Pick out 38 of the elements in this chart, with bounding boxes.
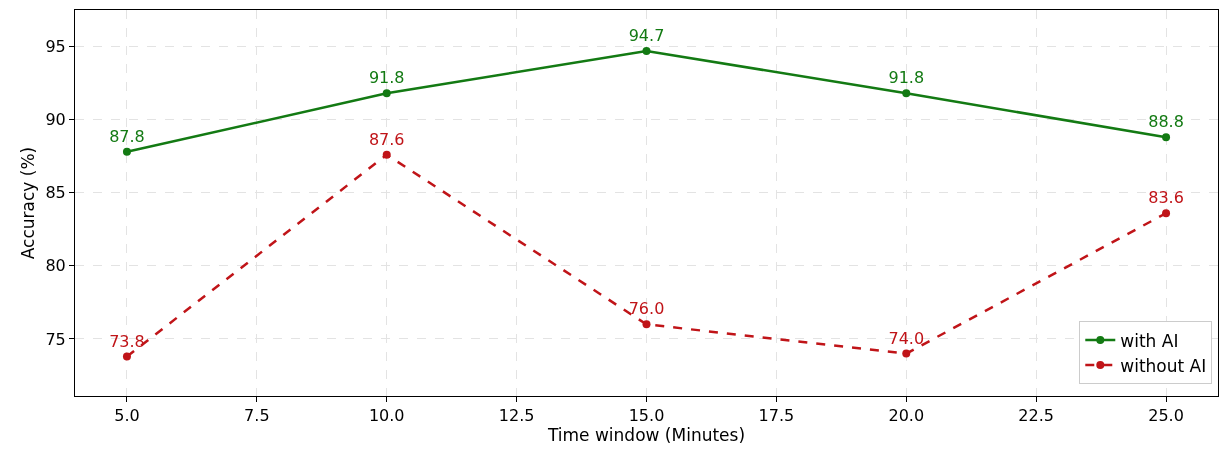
data-label: 94.7 xyxy=(628,25,665,45)
x-tick-label: 15.0 xyxy=(628,406,665,426)
point xyxy=(122,352,131,361)
y-tick-label: 80 xyxy=(45,256,66,276)
legend-label: without AI xyxy=(1120,355,1207,376)
x-tick-label: 20.0 xyxy=(888,406,925,426)
data-label: 73.8 xyxy=(109,331,145,351)
y-tick-label: 85 xyxy=(45,183,66,203)
data-label: 87.8 xyxy=(109,126,145,146)
y-tick-label: 90 xyxy=(45,110,66,130)
y-tick-label: 95 xyxy=(45,37,66,57)
data-label: 74.0 xyxy=(888,328,925,348)
legend-label: with AI xyxy=(1120,330,1179,351)
x-tick-label: 17.5 xyxy=(758,406,795,426)
x-axis-title: Time window (Minutes) xyxy=(546,425,746,446)
data-label: 91.8 xyxy=(888,68,925,88)
data-label: 88.8 xyxy=(1148,112,1184,132)
data-label: 83.6 xyxy=(1148,188,1184,208)
data-label: 76.0 xyxy=(628,299,665,319)
point xyxy=(382,89,391,98)
point xyxy=(1162,209,1171,218)
point xyxy=(382,150,391,159)
x-tick-label: 25.0 xyxy=(1148,406,1184,426)
x-tick-label: 7.5 xyxy=(244,406,270,426)
point xyxy=(902,349,911,358)
y-tick-label: 75 xyxy=(45,329,66,349)
point xyxy=(902,89,911,98)
point xyxy=(122,147,131,156)
x-tick-label: 22.5 xyxy=(1018,406,1054,426)
y-axis-title: Accuracy (%) xyxy=(17,146,38,260)
point xyxy=(642,320,651,329)
data-label: 91.8 xyxy=(368,68,405,88)
point xyxy=(642,46,651,55)
x-tick-label: 10.0 xyxy=(368,406,405,426)
point xyxy=(1162,133,1171,142)
x-tick-label: 5.0 xyxy=(114,406,140,426)
data-label: 87.6 xyxy=(368,129,405,149)
x-tick-label: 12.5 xyxy=(498,406,535,426)
